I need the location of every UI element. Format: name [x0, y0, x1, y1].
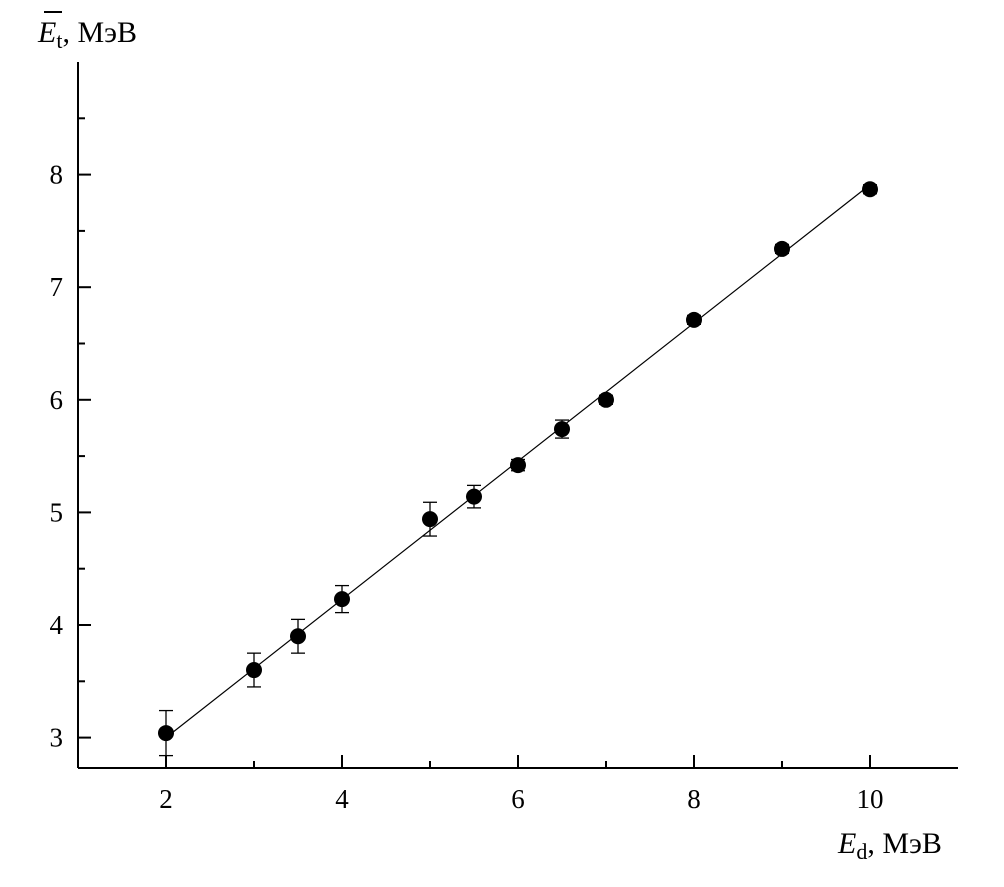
- data-point: [510, 457, 526, 474]
- y-tick-label: 6: [50, 385, 64, 415]
- data-points: [158, 181, 878, 742]
- data-point: [686, 311, 702, 328]
- x-tick-label: 4: [335, 784, 349, 814]
- y-tick-label: 5: [50, 497, 64, 527]
- data-point: [598, 391, 614, 408]
- y-tick-label: 7: [50, 272, 64, 302]
- data-point: [466, 488, 482, 505]
- svg-text:Ed, МэВ: Ed, МэВ: [837, 827, 942, 864]
- y-axis-title-subscript: t: [56, 28, 62, 53]
- data-point: [158, 725, 174, 742]
- y-tick-label: 4: [50, 610, 64, 640]
- x-tick-label: 8: [687, 784, 701, 814]
- y-axis-title: Et, МэВ: [37, 11, 137, 53]
- data-point: [290, 628, 306, 645]
- x-axis-title-subscript: d: [856, 839, 867, 864]
- y-tick-label: 8: [50, 160, 64, 190]
- data-point: [554, 421, 570, 438]
- svg-text:Et, МэВ: Et, МэВ: [37, 16, 137, 53]
- data-point: [246, 662, 262, 679]
- x-axis-title-unit: , МэВ: [867, 827, 942, 860]
- y-tick-label: 3: [50, 723, 64, 753]
- x-axis-title-symbol: E: [837, 827, 856, 860]
- data-point: [334, 591, 350, 608]
- ticks: [78, 117, 871, 768]
- x-tick-label: 6: [511, 784, 525, 814]
- y-axis-title-unit: , МэВ: [62, 16, 137, 49]
- x-tick-label: 2: [159, 784, 173, 814]
- data-point: [862, 181, 878, 198]
- tick-labels: 2 4 6 8 10 3 4 5 6 7 8: [50, 160, 884, 814]
- data-point: [774, 240, 790, 257]
- axes: [77, 62, 958, 769]
- x-tick-label: 10: [857, 784, 884, 814]
- x-axis-title: Ed, МэВ: [837, 827, 942, 864]
- y-axis-title-symbol: E: [37, 16, 56, 49]
- data-point: [422, 511, 438, 528]
